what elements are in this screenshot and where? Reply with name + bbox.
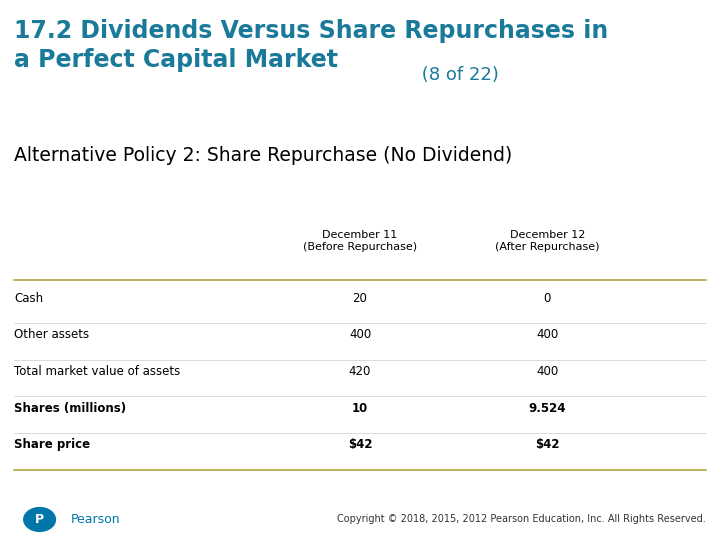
Text: 10: 10	[352, 402, 368, 415]
Text: Alternative Policy 2: Share Repurchase (No Dividend): Alternative Policy 2: Share Repurchase (…	[14, 146, 513, 165]
Text: December 12
(After Repurchase): December 12 (After Repurchase)	[495, 230, 600, 252]
Text: December 11
(Before Repurchase): December 11 (Before Repurchase)	[303, 230, 417, 252]
Text: 400: 400	[536, 328, 558, 341]
Text: Share price: Share price	[14, 438, 91, 451]
Text: $42: $42	[535, 438, 559, 451]
Text: Cash: Cash	[14, 292, 43, 305]
Text: P: P	[35, 513, 44, 526]
Text: 420: 420	[348, 365, 372, 378]
Text: 20: 20	[353, 292, 367, 305]
Text: Other assets: Other assets	[14, 328, 89, 341]
Text: 9.524: 9.524	[528, 402, 566, 415]
Text: 400: 400	[536, 365, 558, 378]
Text: Copyright © 2018, 2015, 2012 Pearson Education, Inc. All Rights Reserved.: Copyright © 2018, 2015, 2012 Pearson Edu…	[337, 515, 706, 524]
Text: Total market value of assets: Total market value of assets	[14, 365, 181, 378]
Text: Shares (millions): Shares (millions)	[14, 402, 127, 415]
Circle shape	[24, 508, 55, 531]
Text: $42: $42	[348, 438, 372, 451]
Text: 400: 400	[349, 328, 371, 341]
Text: (8 of 22): (8 of 22)	[416, 66, 499, 84]
Text: Pearson: Pearson	[71, 513, 120, 526]
Text: 17.2 Dividends Versus Share Repurchases in
a Perfect Capital Market: 17.2 Dividends Versus Share Repurchases …	[14, 19, 608, 72]
Text: 0: 0	[544, 292, 551, 305]
